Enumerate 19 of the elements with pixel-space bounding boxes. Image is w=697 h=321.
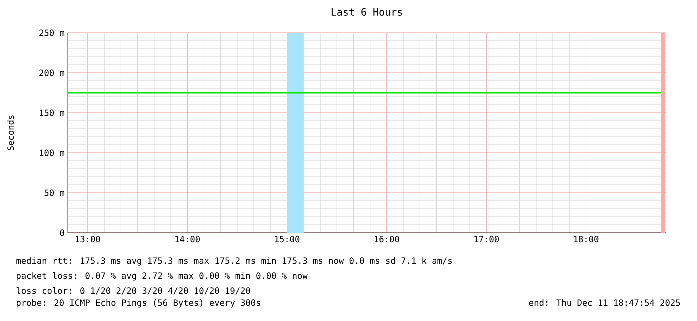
text: packet loss: 0.07 % avg 2.72 % max 0.00 % min 0.00 % now — [17, 272, 308, 281]
text: probe: 20 ICMP Echo Pings (56 Bytes) every 300s — [17, 299, 260, 308]
chart-title: Last 6 Hours — [332, 8, 402, 16]
y-tick-label: 100 m — [40, 150, 65, 156]
x-tick-label: 15:00 — [275, 236, 300, 243]
y-tick-label: 150 m — [40, 110, 65, 116]
x-tick-label: 18:00 — [574, 236, 599, 243]
x-tick-label: 17:00 — [474, 236, 499, 243]
text: median rtt: 175.3 ms avg 175.3 ms max 175.2 ms min 175.3 ms now 0.0 ms sd 7.1 k am/s — [16, 257, 452, 266]
y-tick-label: 200 m — [40, 70, 65, 76]
y-tick-label: 0 — [60, 230, 64, 236]
text: end: Thu Dec 11 18:47:54 2025 — [529, 299, 680, 306]
y-tick-label: 50 m — [44, 190, 65, 196]
text: loss color: 0 1/20 2/20 3/20 4/20 10/20 19/20 — [16, 287, 250, 295]
x-tick-label: 14:00 — [176, 236, 200, 243]
x-tick-label: 13:00 — [76, 236, 100, 243]
y-tick-label: 250 m — [40, 30, 65, 36]
y-axis-title: Seconds — [7, 116, 14, 151]
x-tick-label: 16:00 — [375, 236, 400, 243]
